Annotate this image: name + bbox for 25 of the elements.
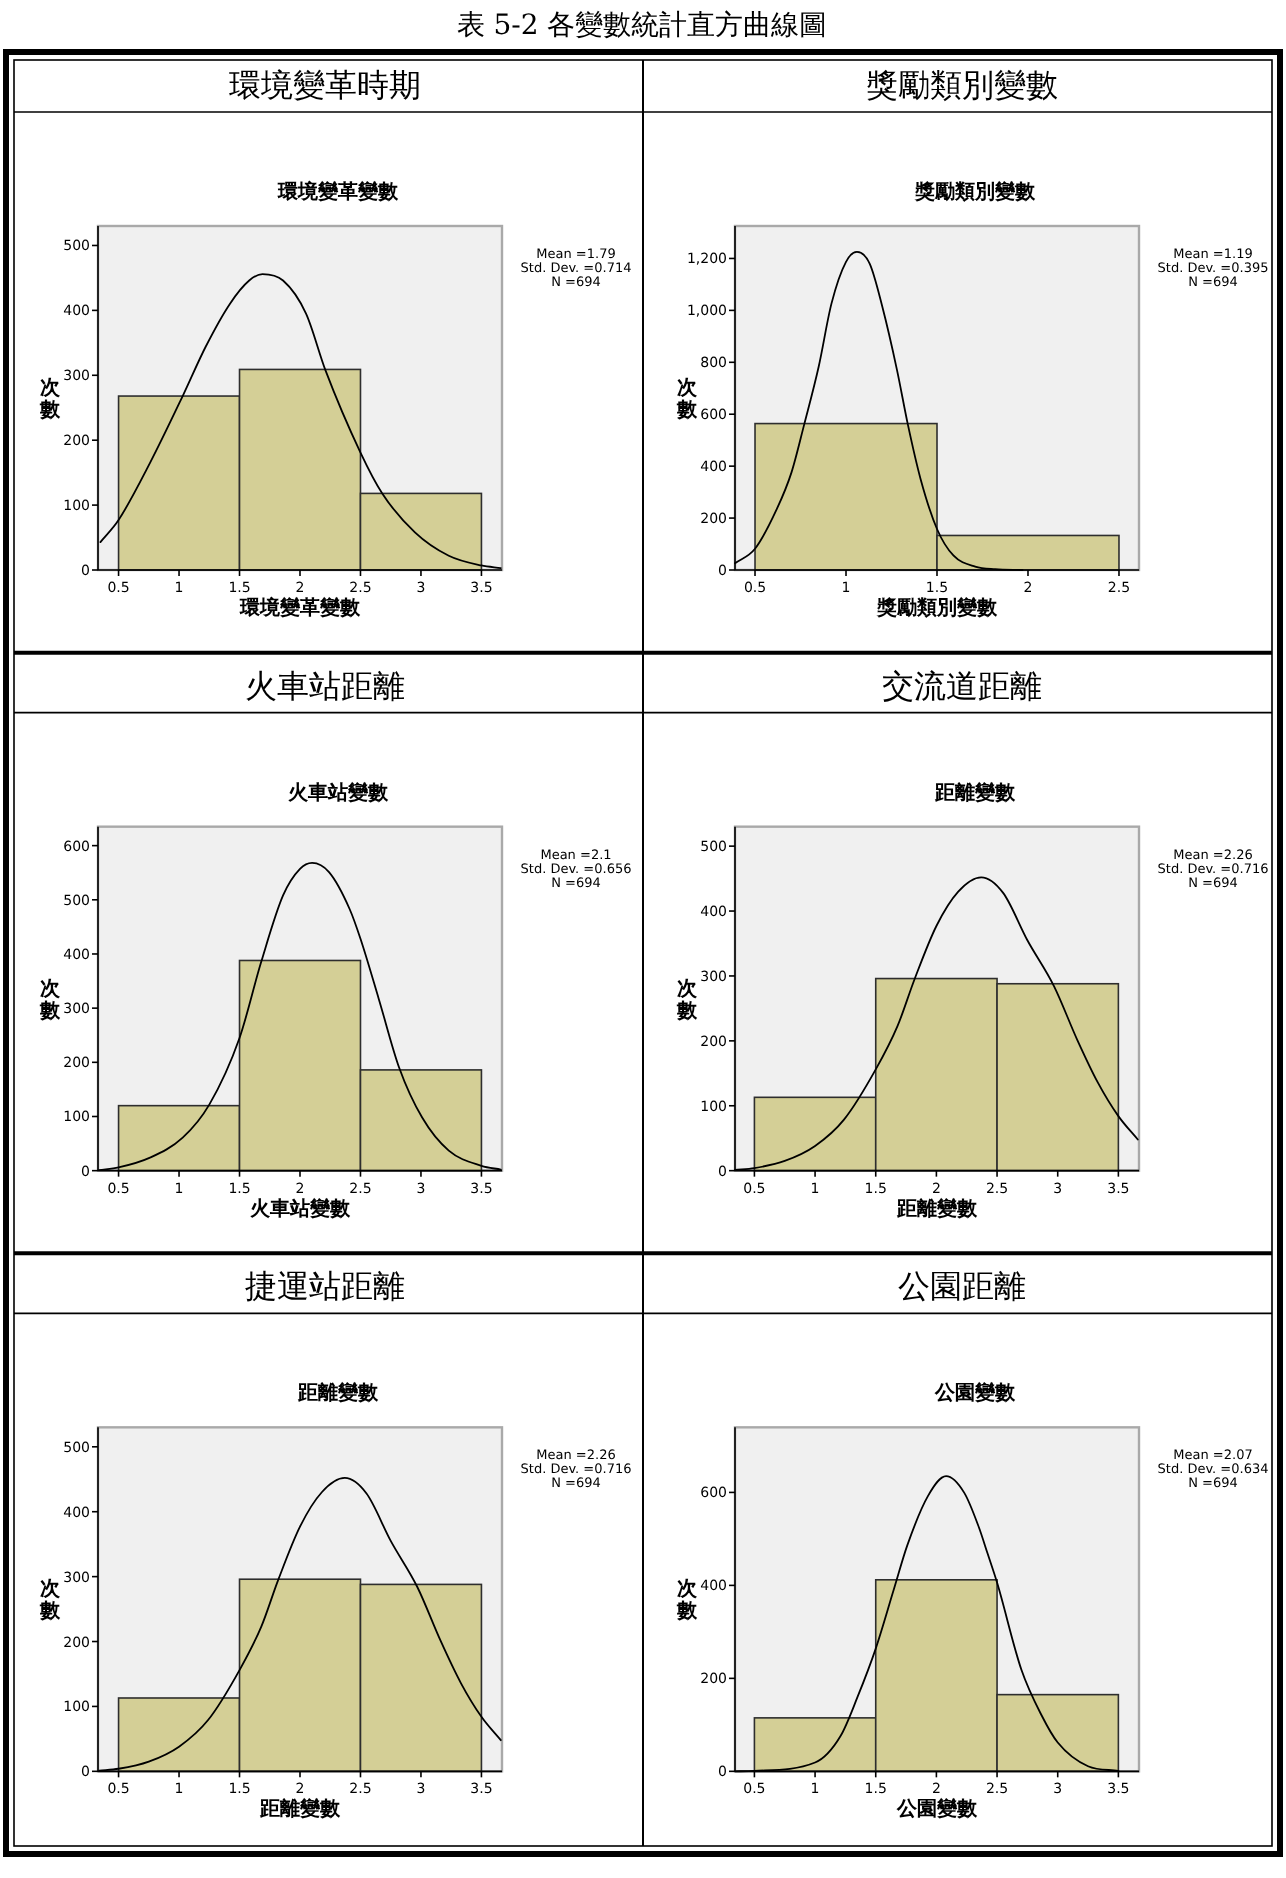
x-axis-title: 環境變革變數 bbox=[238, 596, 362, 620]
chart-title: 公園距離 bbox=[897, 1267, 1026, 1306]
y-axis-title: 次數 bbox=[675, 976, 699, 1023]
chart-subtitle: 獎勵類別變數 bbox=[913, 180, 1037, 204]
chart-title: 捷運站距離 bbox=[244, 1267, 405, 1306]
chart-title: 環境變革時期 bbox=[228, 66, 421, 104]
y-axis-title: 次數 bbox=[38, 376, 62, 422]
y-axis-title: 次數 bbox=[38, 976, 62, 1023]
y-axis-title: 次數 bbox=[675, 1577, 699, 1624]
x-axis-title: 獎勵類別變數 bbox=[875, 596, 999, 620]
chart-title: 交流道距離 bbox=[881, 666, 1042, 705]
text: 表 5-2 各變數統計直方曲線圖 bbox=[456, 10, 828, 42]
x-axis-title: 火車站變數 bbox=[250, 1196, 352, 1221]
y-axis-title: 次數 bbox=[38, 1577, 62, 1624]
x-axis-title: 距離變數 bbox=[258, 1797, 342, 1822]
chart-subtitle: 距離變數 bbox=[296, 1381, 380, 1406]
x-axis-title: 公園變數 bbox=[895, 1797, 979, 1822]
chart-subtitle: 距離變數 bbox=[933, 780, 1017, 805]
chart-subtitle: 公園變數 bbox=[933, 1381, 1017, 1406]
chart-subtitle: 火車站變數 bbox=[288, 780, 390, 805]
y-axis-title: 次數 bbox=[675, 376, 699, 422]
chart-title: 火車站距離 bbox=[244, 666, 405, 705]
chart-subtitle: 環境變革變數 bbox=[276, 180, 400, 204]
chart-title: 獎勵類別變數 bbox=[865, 66, 1058, 104]
x-axis-title: 距離變數 bbox=[895, 1196, 979, 1221]
